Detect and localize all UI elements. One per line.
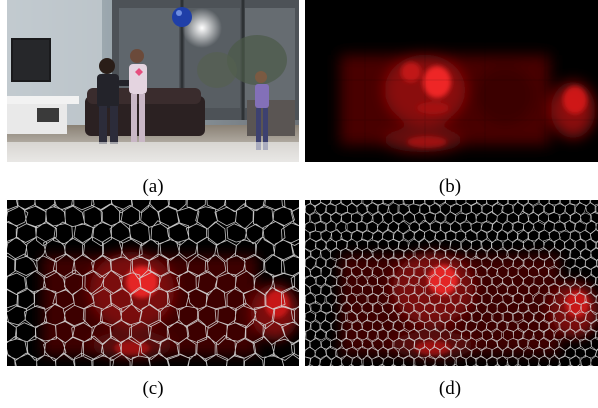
caption-d: (d) (438, 378, 462, 399)
superpixel-boundaries (305, 200, 598, 366)
fine-superpixel-map (305, 200, 598, 366)
panel-a-photo (7, 0, 299, 162)
superpixel-boundaries (7, 200, 299, 366)
caption-c: (c) (142, 378, 164, 399)
panel-d-fine-superpixels (305, 200, 598, 366)
caption-b: (b) (438, 176, 462, 197)
living-room-photo (7, 0, 299, 162)
coarse-superpixel-map (7, 200, 299, 366)
panel-b-saliency-map (305, 0, 598, 162)
caption-a: (a) (142, 176, 164, 197)
saliency-heatmap (305, 0, 598, 162)
panel-c-coarse-superpixels (7, 200, 299, 366)
